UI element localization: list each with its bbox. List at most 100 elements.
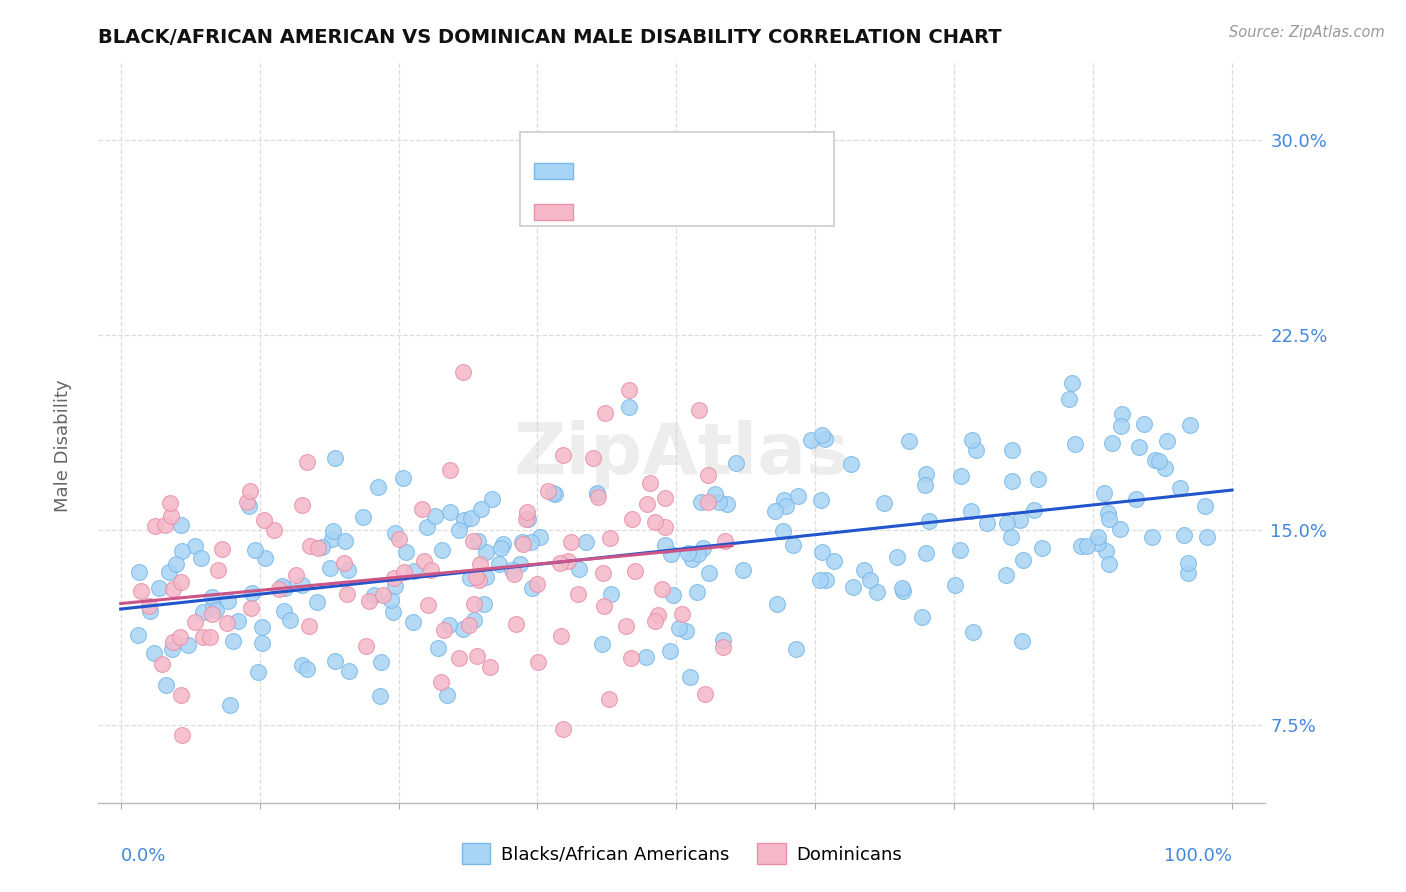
Text: BLACK/AFRICAN AMERICAN VS DOMINICAN MALE DISABILITY CORRELATION CHART: BLACK/AFRICAN AMERICAN VS DOMINICAN MALE…	[98, 28, 1002, 47]
Point	[1001, 443, 1024, 458]
Point	[1147, 453, 1170, 467]
Point	[170, 574, 193, 589]
Point	[489, 541, 512, 555]
Point	[693, 687, 716, 701]
Point	[1000, 530, 1022, 544]
Point	[516, 512, 538, 526]
Point	[1097, 506, 1119, 520]
Point	[240, 601, 263, 615]
Point	[617, 400, 640, 414]
Point	[815, 573, 838, 587]
Point	[842, 581, 865, 595]
Point	[143, 518, 166, 533]
Point	[918, 514, 941, 528]
Point	[267, 582, 290, 596]
Point	[463, 597, 485, 611]
Point	[810, 573, 832, 587]
Point	[319, 561, 342, 575]
Point	[291, 578, 314, 592]
Point	[551, 448, 574, 462]
Point	[139, 604, 162, 618]
Point	[560, 535, 582, 549]
Point	[671, 607, 693, 621]
Point	[402, 615, 425, 630]
Point	[949, 542, 972, 557]
Point	[1095, 544, 1118, 558]
Point	[647, 608, 669, 623]
Point	[733, 563, 755, 577]
Point	[636, 497, 658, 511]
Point	[252, 620, 274, 634]
Point	[177, 638, 200, 652]
Point	[810, 428, 832, 442]
Point	[1031, 541, 1053, 556]
Point	[323, 653, 346, 667]
Point	[651, 582, 673, 596]
Point	[333, 557, 356, 571]
Point	[1177, 566, 1199, 580]
Point	[472, 597, 495, 611]
Text: R = 0.194   N = 100: R = 0.194 N = 100	[579, 203, 793, 223]
Point	[690, 495, 713, 509]
Point	[599, 531, 621, 545]
Point	[1173, 527, 1195, 541]
Point	[593, 599, 616, 613]
Point	[321, 532, 343, 546]
Point	[1180, 418, 1202, 433]
Point	[382, 571, 405, 585]
Point	[337, 664, 360, 678]
Point	[1057, 392, 1080, 407]
Point	[240, 586, 263, 600]
Point	[138, 599, 160, 614]
Point	[461, 534, 484, 549]
Point	[772, 492, 794, 507]
Point	[363, 588, 385, 602]
Point	[211, 541, 233, 556]
Point	[439, 463, 461, 477]
Point	[368, 689, 391, 703]
Point	[384, 526, 406, 541]
Point	[697, 566, 720, 580]
Point	[654, 538, 676, 552]
Point	[505, 617, 527, 632]
Point	[370, 655, 392, 669]
Point	[1156, 434, 1178, 448]
Point	[586, 486, 609, 500]
Point	[593, 406, 616, 420]
Point	[201, 607, 224, 621]
Point	[644, 614, 666, 628]
Point	[654, 520, 676, 534]
Point	[129, 583, 152, 598]
Point	[184, 539, 207, 553]
Point	[911, 610, 934, 624]
Point	[475, 570, 498, 584]
Point	[307, 541, 329, 555]
Point	[463, 613, 485, 627]
Point	[274, 581, 297, 595]
Point	[1109, 522, 1132, 536]
Point	[810, 544, 832, 558]
Point	[488, 557, 510, 571]
Point	[201, 590, 224, 604]
Point	[492, 536, 515, 550]
Point	[430, 543, 453, 558]
Point	[467, 534, 489, 549]
Point	[392, 471, 415, 485]
Point	[426, 640, 449, 655]
Point	[520, 535, 543, 549]
Point	[191, 605, 214, 619]
Point	[681, 552, 703, 566]
Point	[866, 584, 889, 599]
Text: R = 0.667   N = 199: R = 0.667 N = 199	[579, 162, 793, 181]
Point	[567, 587, 589, 601]
Point	[128, 565, 150, 579]
Point	[162, 582, 184, 596]
Point	[668, 621, 690, 635]
Point	[839, 457, 862, 471]
Text: 100.0%: 100.0%	[1164, 847, 1232, 865]
Point	[153, 518, 176, 533]
Text: 0.0%: 0.0%	[121, 847, 166, 865]
Point	[965, 443, 987, 458]
Point	[439, 505, 461, 519]
Point	[994, 568, 1017, 582]
